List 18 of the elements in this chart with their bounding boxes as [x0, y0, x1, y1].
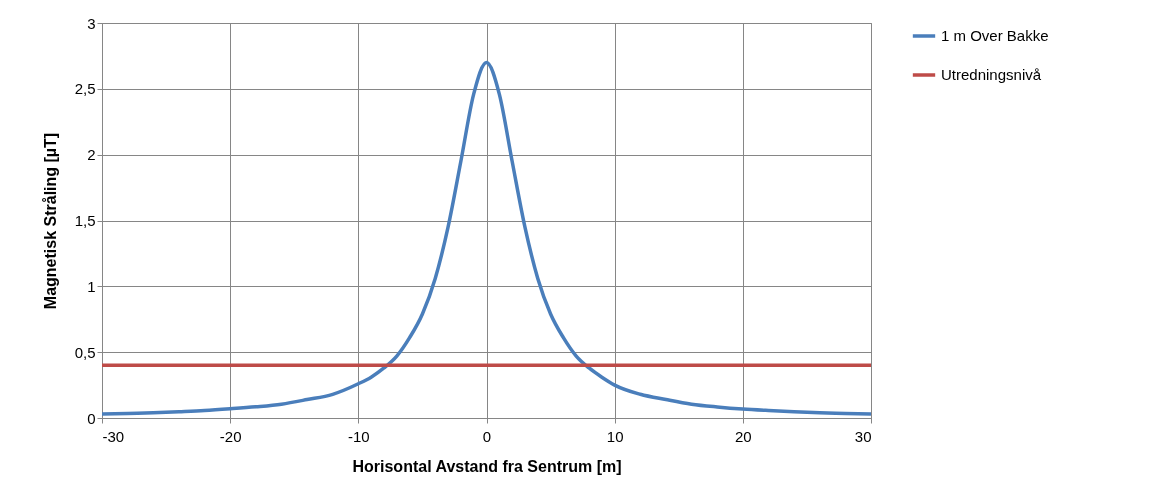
- x-tick-label: 10: [606, 427, 624, 445]
- x-tick-label: -20: [219, 427, 242, 445]
- x-tick-label: 30: [854, 427, 872, 445]
- legend-label: Utredningsnivå: [941, 66, 1042, 83]
- x-tick-label: 0: [482, 427, 492, 445]
- y-tick-label: 2,5: [74, 80, 96, 98]
- x-tick-label: 20: [734, 427, 752, 445]
- y-tick-label: 1: [87, 277, 96, 295]
- y-tick-label: 1,5: [74, 212, 96, 229]
- x-axis-title: Horisontal Avstand fra Sentrum [m]: [352, 457, 622, 475]
- x-tick-label: -10: [347, 427, 370, 445]
- x-tick-label: -30: [102, 427, 125, 445]
- y-tick-label: 0: [87, 409, 96, 427]
- y-tick-label: 2: [87, 146, 96, 164]
- legend-label: 1 m Over Bakke: [941, 27, 1049, 44]
- y-tick-label: 0,5: [74, 343, 96, 361]
- y-axis-title: Magnetisk Stråling [µT]: [41, 132, 59, 310]
- y-tick-label: 3: [87, 14, 96, 32]
